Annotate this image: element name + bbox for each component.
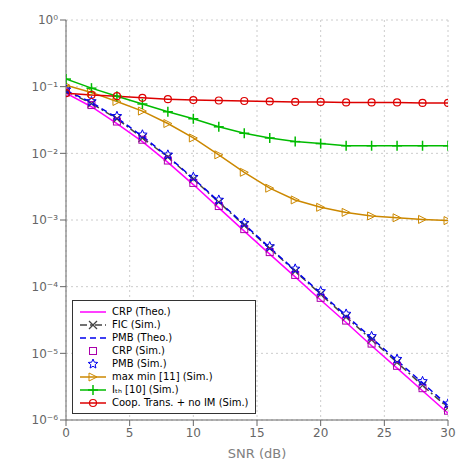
svg-text:10⁻²: 10⁻² — [32, 147, 59, 161]
html-text:Coop. Trans. + no IM (Sim.): Coop. Trans. + no IM (Sim.) — [112, 397, 249, 408]
svg-text:10⁻⁵: 10⁻⁵ — [32, 347, 59, 361]
svg-text:5: 5 — [126, 426, 134, 440]
html-text:FIC (Sim.): FIC (Sim.) — [112, 319, 161, 330]
svg-text:10⁻⁶: 10⁻⁶ — [32, 413, 59, 427]
svg-text:10⁰: 10⁰ — [38, 13, 58, 27]
svg-text:10⁻⁴: 10⁻⁴ — [32, 280, 59, 294]
svg-text:20: 20 — [313, 426, 328, 440]
svg-text:SNR (dB): SNR (dB) — [228, 446, 286, 461]
svg-text:10: 10 — [186, 426, 201, 440]
svg-text:10⁻¹: 10⁻¹ — [32, 80, 59, 94]
html-text:max min [11] (Sim.): max min [11] (Sim.) — [112, 371, 213, 382]
svg-text:10⁻³: 10⁻³ — [32, 213, 59, 227]
svg-text:15: 15 — [249, 426, 264, 440]
html-text:PMB (Theo.): PMB (Theo.) — [112, 332, 173, 343]
html-text:Iₜₕ [10] (Sim.): Iₜₕ [10] (Sim.) — [112, 384, 179, 395]
svg-text:30: 30 — [440, 426, 455, 440]
svg-text:25: 25 — [377, 426, 392, 440]
html-text:PMB (Sim.): PMB (Sim.) — [112, 358, 167, 369]
html-text:CRP (Theo.): CRP (Theo.) — [112, 306, 171, 317]
html-text:CRP (Sim.): CRP (Sim.) — [112, 345, 165, 356]
svg-text:0: 0 — [62, 426, 70, 440]
